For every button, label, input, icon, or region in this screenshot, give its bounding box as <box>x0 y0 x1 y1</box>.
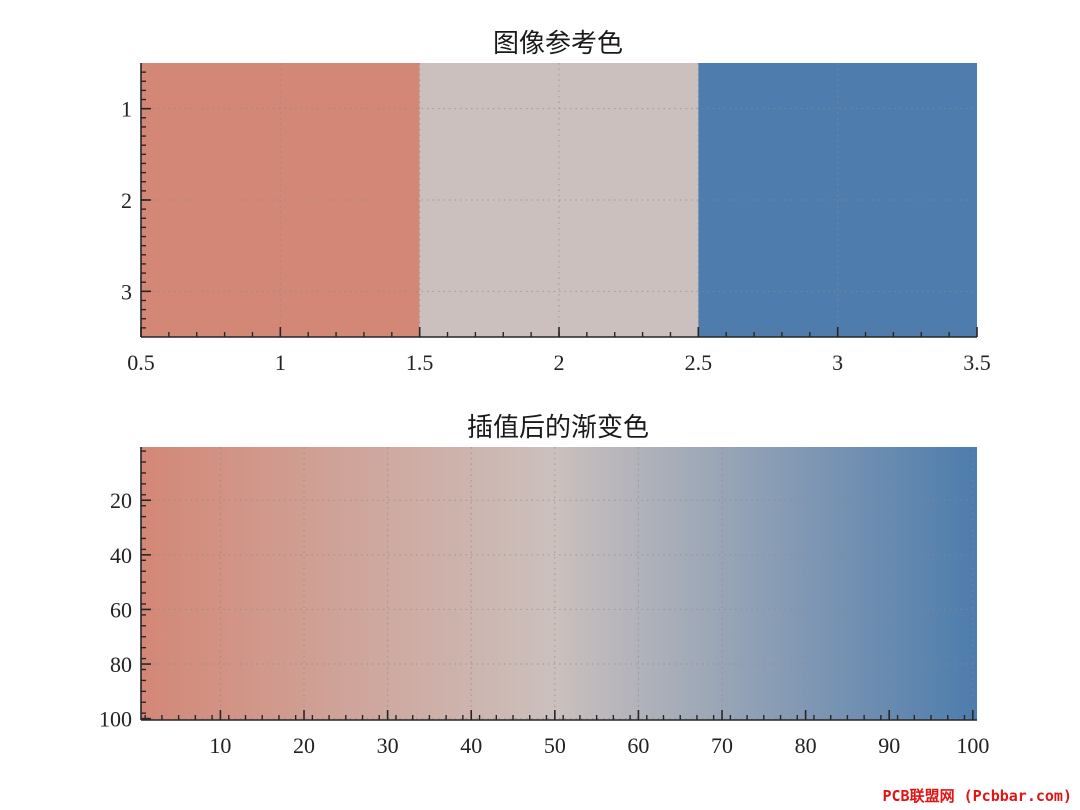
chart1-x-tick-label: 2.5 <box>685 350 713 375</box>
chart2-y-tick-label: 100 <box>99 707 132 732</box>
chart2-x-tick-label: 70 <box>711 733 733 758</box>
chart1-x-tick-label: 2 <box>554 350 565 375</box>
chart-reference-colors: 图像参考色 0.5 1 1.5 2 2.5 3 3.5 1 2 3 <box>121 29 991 375</box>
chart1-x-tick-label: 3 <box>832 350 843 375</box>
chart1-x-tick-label: 1.5 <box>406 350 434 375</box>
chart1-axes: 0.5 1 1.5 2 2.5 3 3.5 1 2 3 <box>121 63 991 375</box>
chart1-y-tick-label: 1 <box>121 97 132 122</box>
chart2-x-tick-label: 30 <box>377 733 399 758</box>
chart1-x-tick-label: 1 <box>275 350 286 375</box>
chart2-x-tick-label: 40 <box>460 733 482 758</box>
chart2-gradient-image <box>141 447 977 720</box>
chart1-x-tick-label: 0.5 <box>127 350 155 375</box>
chart2-x-tick-label: 100 <box>956 733 989 758</box>
chart2-y-tick-label: 80 <box>110 652 132 677</box>
chart2-y-tick-label: 40 <box>110 543 132 568</box>
chart2-x-tick-label: 60 <box>627 733 649 758</box>
chart2-x-tick-label: 80 <box>795 733 817 758</box>
chart2-x-tick-label: 20 <box>293 733 315 758</box>
chart1-y-tick-label: 2 <box>121 188 132 213</box>
chart1-title: 图像参考色 <box>493 29 623 59</box>
chart1-x-tick-label: 3.5 <box>963 350 991 375</box>
chart2-title: 插值后的渐变色 <box>467 413 649 443</box>
chart-interpolated-gradient: 插值后的渐变色 10 20 30 40 50 60 70 80 90 100 20 40 60 80 100 <box>99 413 989 758</box>
chart1-grid <box>141 63 977 337</box>
chart2-x-tick-label: 50 <box>544 733 566 758</box>
chart2-y-tick-label: 60 <box>110 597 132 622</box>
watermark: PCB联盟网 (Pcbbar.com) <box>882 787 1073 805</box>
chart2-x-tick-label: 10 <box>209 733 231 758</box>
chart1-y-tick-label: 3 <box>121 279 132 304</box>
chart1-color-cell <box>698 63 977 337</box>
chart2-axes: 10 20 30 40 50 60 70 80 90 100 20 40 60 80 100 <box>99 447 989 758</box>
chart2-x-tick-label: 90 <box>878 733 900 758</box>
chart2-grid <box>141 447 977 720</box>
chart2-y-tick-label: 20 <box>110 488 132 513</box>
